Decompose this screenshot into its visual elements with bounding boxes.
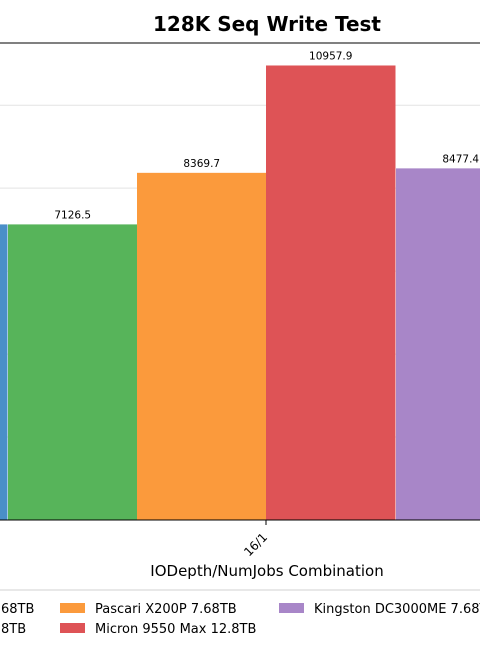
bar [266, 65, 396, 521]
x-ticks: 16/1 [241, 520, 270, 559]
x-axis-label: IODepth/NumJobs Combination [150, 562, 383, 580]
bar [396, 168, 480, 520]
legend-label: 68TB [1, 602, 34, 617]
legend-label: 8TB [1, 622, 26, 637]
bar-value-label: 8477.4 [442, 153, 479, 165]
legend-label: Pascari X200P 7.68TB [95, 602, 237, 617]
legend-box [0, 589, 480, 650]
bar-value-label: 10957.9 [309, 50, 352, 62]
legend-swatch [279, 603, 304, 613]
bar [8, 224, 138, 521]
legend: 68TB 8TB Pascari X200P 7.68TB Micron 9550 M… [0, 589, 480, 650]
legend-swatch [60, 603, 85, 613]
legend-swatch [60, 623, 85, 633]
bar-value-label: 8369.7 [183, 158, 220, 170]
bar [137, 172, 267, 520]
legend-label: Kingston DC3000ME 7.68T [314, 602, 480, 617]
bar [0, 224, 8, 521]
bar-value-label: 7126.5 [54, 209, 91, 221]
chart-title: 128K Seq Write Test [153, 12, 381, 36]
bars: 7126.5 8369.7 10957.9 8477.4 [0, 50, 480, 521]
legend-label: Micron 9550 Max 12.8TB [95, 622, 256, 637]
x-tick-label: 16/1 [241, 530, 270, 559]
